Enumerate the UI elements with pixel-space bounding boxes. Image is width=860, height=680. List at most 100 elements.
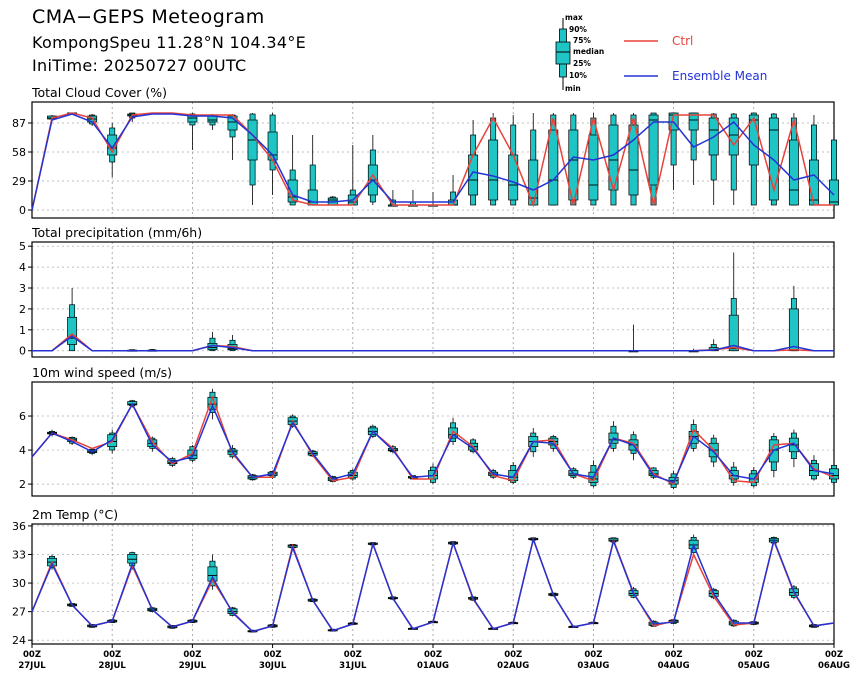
y-tick-label: 33 [12,548,26,561]
ensemble-box [408,190,418,207]
box-inner [628,124,639,196]
ensemble-box [428,192,438,207]
y-tick-label: 1 [19,324,26,337]
ensemble-box [107,123,118,177]
box-inner [127,554,138,564]
panel-title: 2m Temp (°C) [32,507,118,522]
x-tick-label-hour: 00Z [584,650,602,660]
y-tick-label: 27 [12,606,26,619]
x-tick-label-hour: 00Z [665,650,683,660]
ensemble-box [608,421,619,452]
box-inner [588,134,599,201]
legend-mean-label: Ensemble Mean [672,69,767,83]
legend-label-min: min [565,84,581,93]
ensemble-box [688,112,699,185]
ensemble-mean-line [32,335,834,352]
y-tick-label: 2 [19,303,26,316]
panel-frame [31,241,835,358]
ensemble-box [748,112,759,206]
legend-label-p75: 75% [573,36,591,45]
ensemble-box [247,113,258,205]
ensemble-box [488,113,499,206]
x-tick-label-hour: 00Z [745,650,763,660]
y-tick-label: 58 [12,146,26,159]
ensemble-box [367,135,378,205]
ensemble-box [307,135,318,206]
ensemble-box [728,252,739,352]
y-tick-label: 4 [19,444,26,457]
box-inner [788,139,799,206]
box-inner [648,114,659,186]
x-tick-label-date: 02AUG [497,661,529,671]
legend-label-p10: 10% [569,71,587,80]
box-inner [468,154,479,196]
ensemble-box [207,554,218,590]
y-tick-label: 0 [19,204,26,217]
y-tick-label: 30 [12,577,26,590]
box-inner [808,159,819,206]
panel-title: Total Cloud Cover (%) [31,85,167,100]
x-tick-label-date: 28JUL [99,661,127,671]
panel-2: 10m wind speed (m/s) 2 4 6 [19,365,839,497]
x-tick-label-hour: 00Z [504,650,522,660]
x-tick-label-date: 05AUG [738,661,770,671]
meteogram-title: CMA−GEPS Meteogram [32,6,265,28]
ensemble-box [728,461,739,486]
x-tick-label-hour: 00Z [264,650,282,660]
ensemble-box [628,324,639,353]
x-tick-label-date: 29JUL [179,661,207,671]
x-tick-label-hour: 00Z [424,650,442,660]
x-tick-label-hour: 00Z [825,650,843,660]
x-tick-label-date: 31JUL [339,661,367,671]
y-tick-label: 3 [19,282,26,295]
x-axis: 00Z27JUL00Z28JUL00Z29JUL00Z30JUL00Z31JUL… [18,644,850,671]
box-inner [488,139,499,201]
ensemble-box [829,460,839,485]
ensemble-box [548,113,559,206]
y-tick-label: 36 [12,520,26,533]
legend-label-p25: 25% [573,59,591,68]
panel-frame [31,381,835,497]
ensemble-box [708,113,719,205]
x-tick-label-hour: 00Z [103,650,121,660]
y-tick-label: 6 [19,410,26,423]
x-tick-label-date: 04AUG [658,661,690,671]
box-inner [568,129,579,201]
x-tick-label-date: 06AUG [818,661,850,671]
panel-1: Total precipitation (mm/6h) 0 1 2 3 4 5 [19,225,835,358]
x-tick-label-date: 01AUG [417,661,449,671]
ensemble-box [468,120,479,206]
x-tick-label-hour: 00Z [344,650,362,660]
legend-ctrl-label: Ctrl [672,34,693,48]
y-tick-label: 5 [19,240,26,253]
x-tick-label-date: 27JUL [18,661,46,671]
init-time-label: IniTime: 20250727 00UTC [32,56,247,75]
panel-title: 10m wind speed (m/s) [32,365,172,380]
x-tick-label-hour: 00Z [23,650,41,660]
ensemble-box [829,125,839,206]
ensemble-box [187,113,198,150]
box-inner [768,117,779,201]
box-inner [688,112,699,131]
ensemble-box [207,331,218,352]
box-inner [728,314,739,352]
ensemble-mean-line [31,402,835,484]
box-inner [67,316,78,345]
y-tick-label: 4 [19,261,26,274]
panel-title: Total precipitation (mm/6h) [31,225,202,240]
legend-label-max: max [565,13,583,22]
y-tick-label: 0 [19,345,26,358]
box-inner [728,117,739,156]
box-inner [548,129,559,206]
x-tick-label-date: 03AUG [577,661,609,671]
ensemble-mean-line [31,536,835,633]
ensemble-box [628,113,639,206]
y-tick-label: 2 [19,478,26,491]
ensemble-box [508,115,519,206]
x-tick-label-hour: 00Z [183,650,201,660]
legend-box-inner [555,41,571,65]
ensemble-box [728,113,739,205]
location-label: KompongSpeu 11.28°N 104.34°E [32,33,307,52]
x-tick-label-date: 30JUL [259,661,287,671]
